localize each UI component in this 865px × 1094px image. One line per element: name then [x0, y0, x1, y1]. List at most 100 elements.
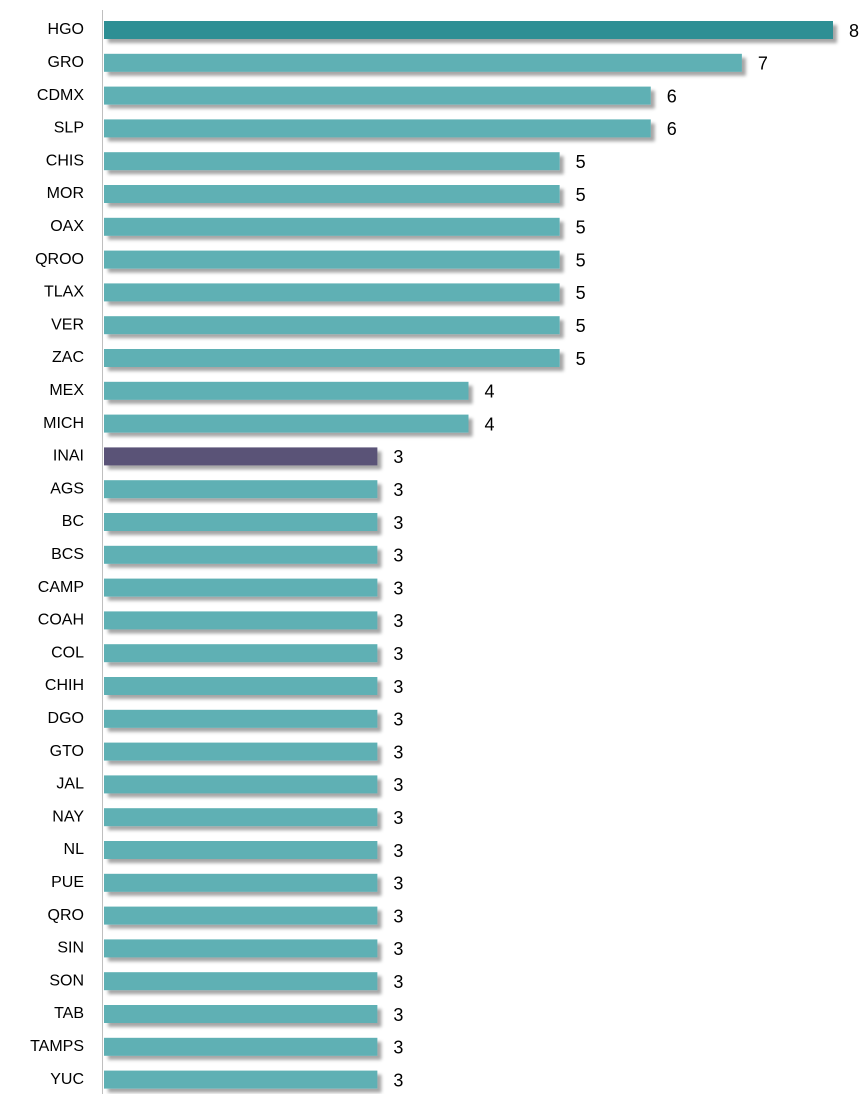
- category-label: NAY: [52, 808, 84, 825]
- bar: [104, 119, 651, 138]
- value-label: 6: [667, 119, 677, 139]
- category-label: MOR: [47, 185, 84, 202]
- category-label: TAMPS: [30, 1038, 84, 1055]
- value-label: 6: [667, 86, 677, 106]
- value-label: 3: [393, 710, 403, 730]
- value-label: 5: [576, 349, 586, 369]
- bar: [104, 873, 378, 892]
- value-label: 4: [485, 382, 495, 402]
- bar: [104, 775, 378, 794]
- category-label: OAX: [50, 218, 84, 235]
- category-label: CDMX: [37, 87, 84, 104]
- value-label: 3: [393, 841, 403, 861]
- value-label: 3: [393, 513, 403, 533]
- bar: [104, 644, 378, 663]
- value-label: 3: [393, 906, 403, 926]
- bar: [104, 1005, 378, 1023]
- value-label: 5: [576, 218, 586, 238]
- value-label: 3: [393, 742, 403, 762]
- value-label: 3: [393, 808, 403, 828]
- category-label: CHIH: [45, 677, 84, 694]
- category-label: TLAX: [44, 284, 84, 301]
- bar: [104, 1037, 378, 1056]
- bar: [104, 677, 378, 695]
- category-label: NL: [64, 841, 85, 858]
- bar: [104, 1070, 378, 1089]
- bar: [104, 86, 651, 105]
- value-label: 3: [393, 480, 403, 500]
- category-label: GRO: [48, 54, 84, 71]
- category-label: MICH: [43, 415, 84, 432]
- bar: [104, 152, 560, 171]
- value-label: 3: [393, 611, 403, 631]
- bar: [104, 381, 469, 400]
- category-label: CAMP: [38, 579, 84, 596]
- bar: [104, 972, 378, 991]
- value-label: 3: [393, 1005, 403, 1025]
- value-label: 5: [576, 185, 586, 205]
- bar: [104, 414, 469, 433]
- bar: [104, 808, 378, 827]
- category-label: MEX: [49, 382, 84, 399]
- bar: [104, 513, 378, 531]
- category-label: ZAC: [52, 349, 84, 366]
- value-label: 3: [393, 546, 403, 566]
- bar: [104, 185, 560, 203]
- bar: [104, 21, 833, 39]
- category-label: INAI: [53, 448, 84, 465]
- value-label: 3: [393, 874, 403, 894]
- value-label: 7: [758, 54, 768, 74]
- value-label: 3: [393, 1038, 403, 1058]
- category-label: CHIS: [46, 152, 84, 169]
- value-label: 3: [393, 644, 403, 664]
- category-label: AGS: [50, 480, 84, 497]
- bar: [104, 939, 378, 958]
- category-label: DGO: [48, 710, 84, 727]
- bar: [104, 250, 560, 269]
- bar: [104, 611, 378, 630]
- value-label: 8: [849, 21, 859, 41]
- bar: [104, 217, 560, 236]
- bar: [104, 447, 378, 466]
- value-label: 3: [393, 578, 403, 598]
- category-label: PUE: [51, 874, 84, 891]
- value-label: 3: [393, 972, 403, 992]
- category-label: QROO: [35, 251, 84, 268]
- value-label: 3: [393, 677, 403, 697]
- category-label: GTO: [50, 743, 84, 760]
- category-label: COAH: [38, 612, 84, 629]
- category-label: COL: [51, 644, 84, 661]
- category-label: SON: [49, 972, 84, 989]
- value-label: 5: [576, 250, 586, 270]
- bar: [104, 316, 560, 335]
- bar: [104, 349, 560, 367]
- category-label: QRO: [48, 907, 84, 924]
- bar: [104, 545, 378, 564]
- bar: [104, 53, 742, 72]
- value-label: 5: [576, 316, 586, 336]
- value-label: 4: [485, 414, 495, 434]
- category-label: JAL: [56, 776, 84, 793]
- bar: [104, 906, 378, 925]
- category-label: YUC: [50, 1071, 84, 1088]
- category-label: VER: [51, 316, 84, 333]
- category-label: SIN: [57, 940, 84, 957]
- value-label: 5: [576, 152, 586, 172]
- category-label: SLP: [54, 120, 84, 137]
- category-label: BCS: [51, 546, 84, 563]
- value-label: 3: [393, 1070, 403, 1090]
- value-label: 3: [393, 775, 403, 795]
- category-label: HGO: [48, 21, 84, 38]
- bar: [104, 742, 378, 761]
- bar: [104, 709, 378, 728]
- bar: [104, 578, 378, 597]
- bar: [104, 480, 378, 499]
- bar: [104, 283, 560, 302]
- value-label: 5: [576, 283, 586, 303]
- bar: [104, 841, 378, 859]
- category-label: TAB: [54, 1005, 84, 1022]
- value-label: 3: [393, 447, 403, 467]
- value-label: 3: [393, 939, 403, 959]
- category-label: BC: [62, 513, 84, 530]
